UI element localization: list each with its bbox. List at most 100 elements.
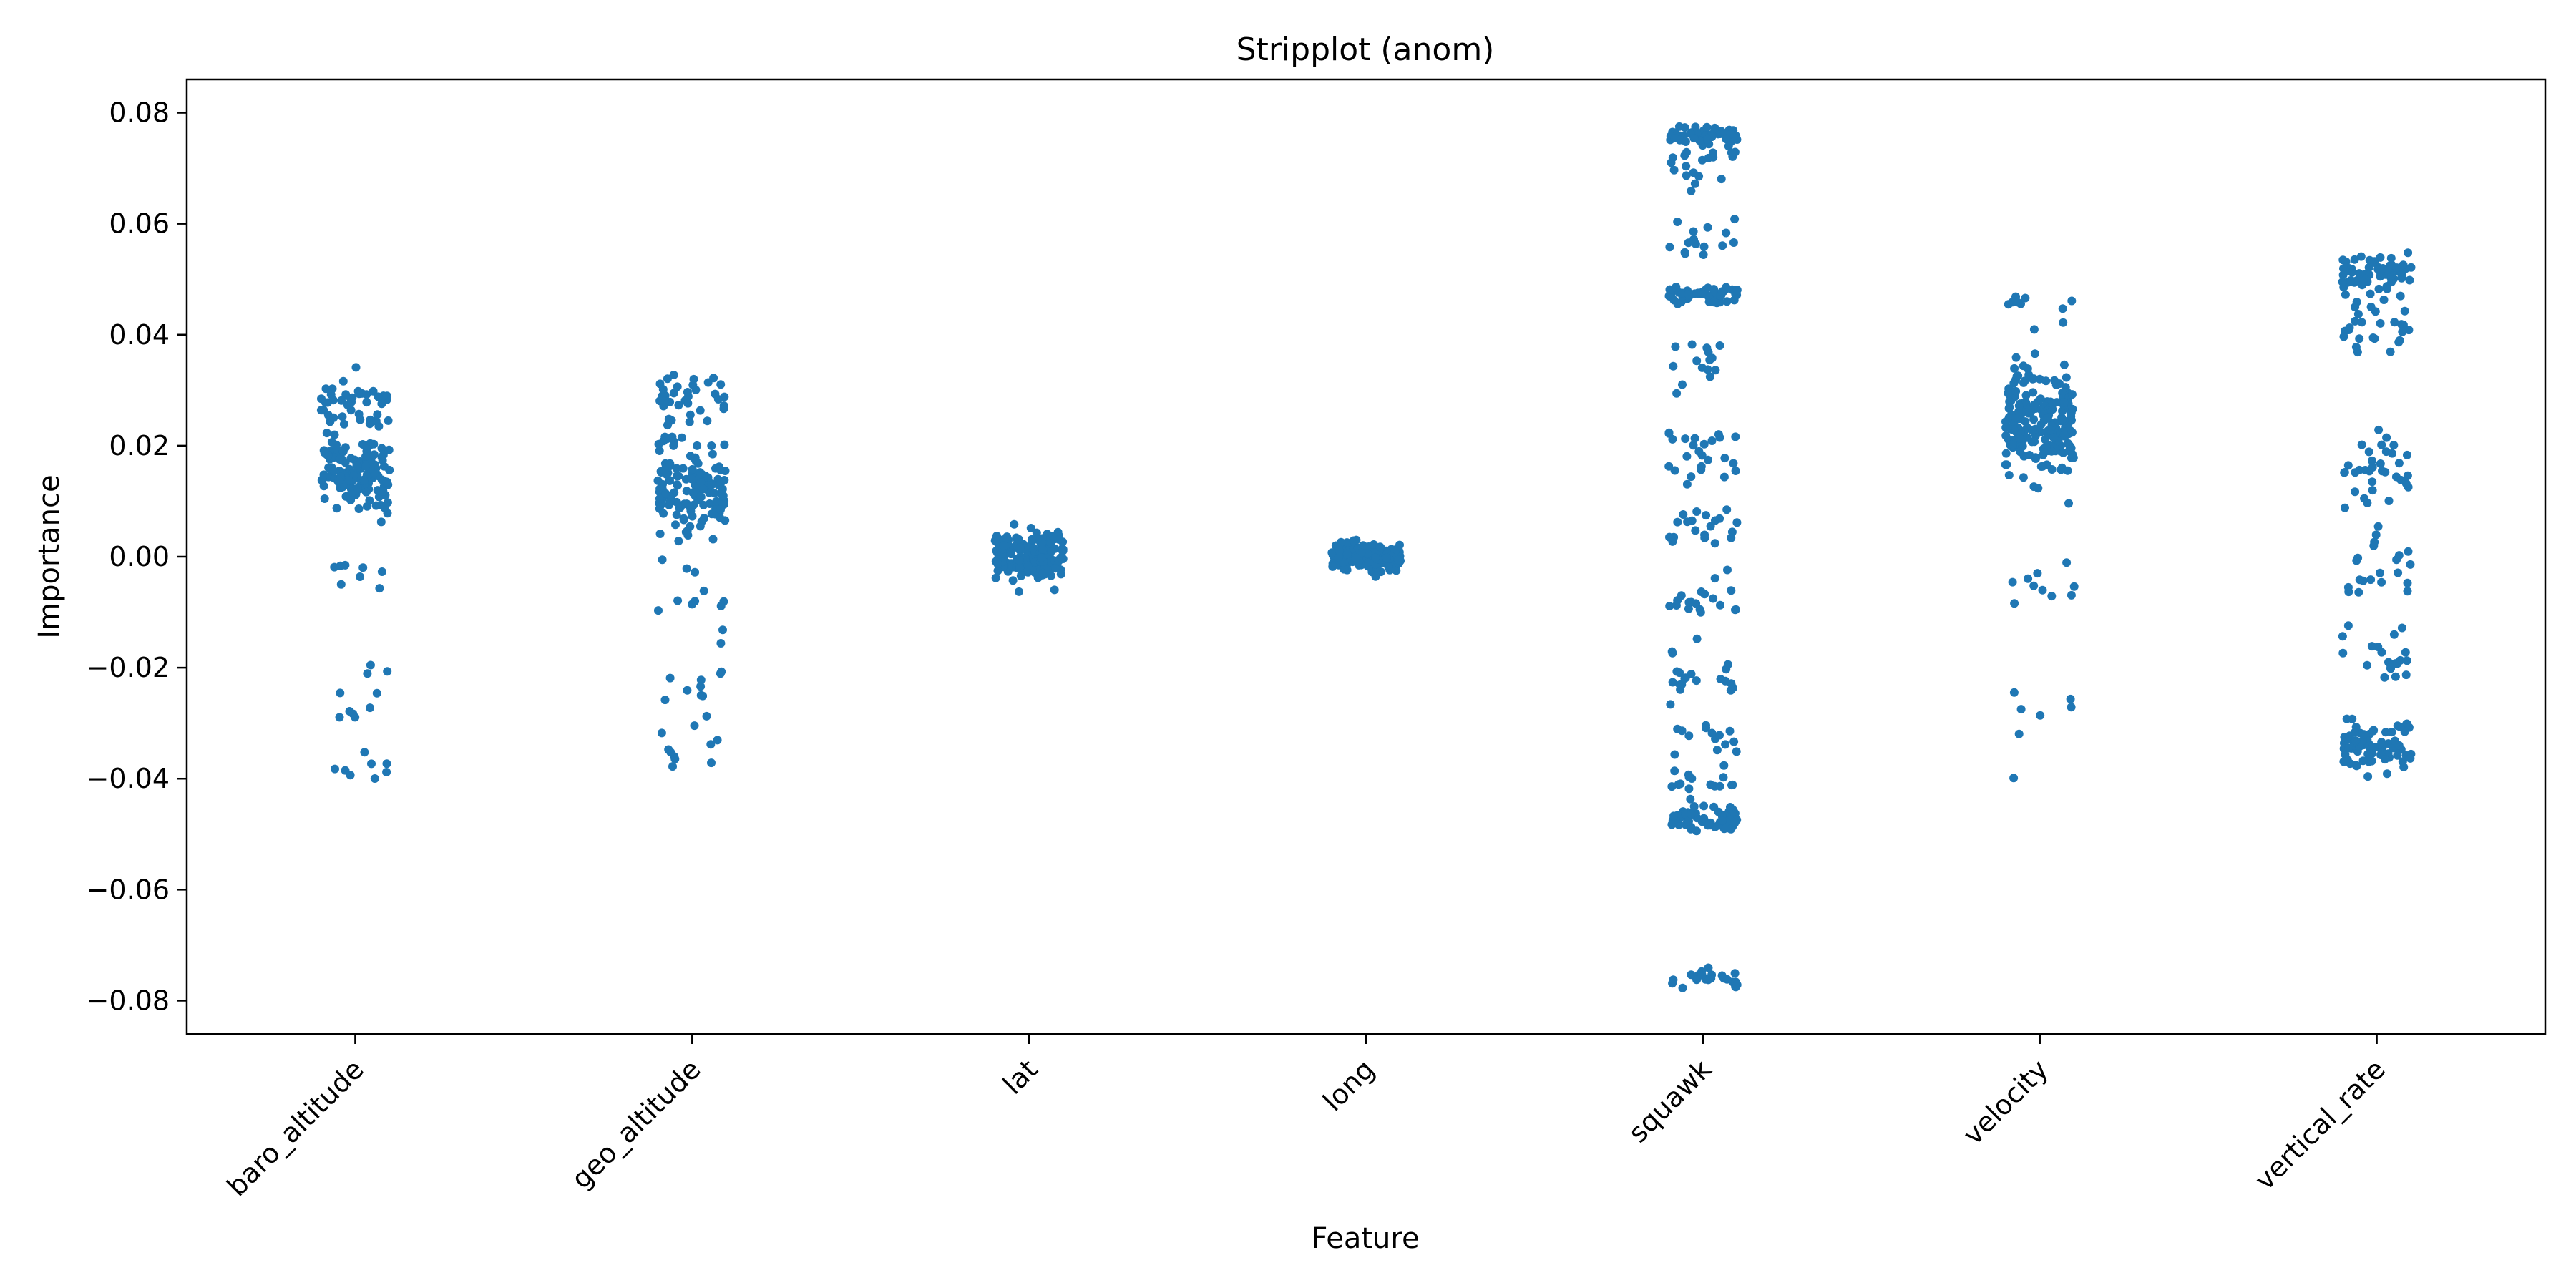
data-point <box>2367 642 2376 651</box>
data-point <box>1055 535 1063 544</box>
data-point <box>1669 296 1679 305</box>
data-point <box>2357 440 2366 449</box>
data-point <box>361 452 370 461</box>
data-point <box>1715 781 1724 791</box>
data-point <box>335 454 344 464</box>
data-point <box>1393 555 1402 565</box>
data-point <box>2001 449 2011 458</box>
data-point <box>2403 471 2412 480</box>
data-point <box>698 484 708 494</box>
data-point <box>2355 465 2364 474</box>
data-point <box>2010 364 2019 373</box>
data-point <box>2021 391 2031 400</box>
data-point <box>718 484 727 494</box>
data-point <box>334 477 343 486</box>
data-point <box>2388 449 2396 458</box>
data-point <box>2343 621 2353 630</box>
data-point <box>717 667 726 676</box>
data-point <box>2038 585 2047 595</box>
data-point <box>2341 257 2351 266</box>
data-point <box>2353 310 2363 318</box>
data-point <box>2389 441 2399 450</box>
y-tick-label: 0.06 <box>109 208 170 240</box>
data-point <box>2340 268 2349 277</box>
data-point <box>1722 975 1732 984</box>
data-point <box>1682 479 1692 489</box>
data-point <box>2401 670 2411 680</box>
data-point <box>1722 228 1731 238</box>
strip-velocity <box>2001 292 2079 783</box>
y-tick-label: −0.08 <box>87 985 170 1016</box>
data-point <box>327 438 336 447</box>
data-point <box>1687 810 1696 819</box>
data-point <box>2376 318 2385 328</box>
data-point <box>715 462 723 472</box>
data-point <box>1697 970 1707 980</box>
data-point <box>2355 575 2364 585</box>
data-point <box>696 492 706 502</box>
data-point <box>2406 560 2415 569</box>
data-point <box>2368 726 2378 736</box>
data-point <box>1692 634 1702 643</box>
data-point <box>1046 539 1055 548</box>
data-point <box>2356 252 2366 261</box>
data-point <box>2338 648 2348 658</box>
data-point <box>716 380 726 389</box>
data-point <box>1719 773 1728 782</box>
data-point <box>696 406 705 415</box>
data-point <box>696 682 706 691</box>
data-point <box>2015 434 2024 443</box>
data-point <box>683 392 693 401</box>
data-point <box>2377 577 2386 587</box>
data-point <box>319 482 328 491</box>
data-point <box>2029 325 2039 334</box>
data-point <box>665 476 674 485</box>
data-point <box>2381 728 2390 737</box>
data-point <box>2386 663 2396 672</box>
data-point <box>1704 153 1713 162</box>
data-point <box>1675 680 1684 689</box>
data-point <box>1692 826 1701 836</box>
data-point <box>656 500 665 509</box>
data-point <box>2398 327 2407 336</box>
data-point <box>2366 749 2375 758</box>
data-point <box>1395 540 1404 550</box>
data-point <box>366 703 374 713</box>
data-point <box>344 476 353 485</box>
data-point <box>358 563 368 572</box>
strip-geo_altitude <box>653 371 730 771</box>
y-axis: −0.08 −0.06 −0.04 −0.02 0.00 0.02 0.04 0.06 0.08 <box>87 97 187 1016</box>
data-point <box>2351 487 2360 497</box>
data-point <box>2029 388 2038 397</box>
data-point <box>1704 963 1713 972</box>
data-point <box>2031 454 2040 463</box>
data-point <box>2394 741 2404 750</box>
data-point <box>1715 731 1724 740</box>
data-point <box>2009 774 2019 783</box>
data-point <box>679 514 688 523</box>
data-point <box>1673 218 1682 226</box>
data-point <box>2016 705 2026 714</box>
data-point <box>668 432 677 441</box>
data-point <box>2378 467 2386 476</box>
data-point <box>720 476 729 484</box>
data-point <box>1727 148 1736 157</box>
data-point <box>673 596 683 605</box>
data-point <box>329 467 338 476</box>
data-point <box>2062 373 2071 382</box>
data-point <box>2357 318 2366 327</box>
data-point <box>653 476 663 485</box>
data-point <box>1684 816 1693 826</box>
data-point <box>326 390 336 399</box>
data-point <box>2359 730 2368 739</box>
data-point <box>1690 434 1699 443</box>
data-point <box>376 517 386 527</box>
data-point <box>2062 558 2072 567</box>
data-point <box>359 476 369 485</box>
data-point <box>319 446 328 455</box>
data-point <box>655 396 665 406</box>
data-point <box>1691 240 1700 248</box>
data-point <box>993 566 1002 575</box>
data-point <box>999 541 1008 550</box>
data-point <box>1342 550 1352 559</box>
